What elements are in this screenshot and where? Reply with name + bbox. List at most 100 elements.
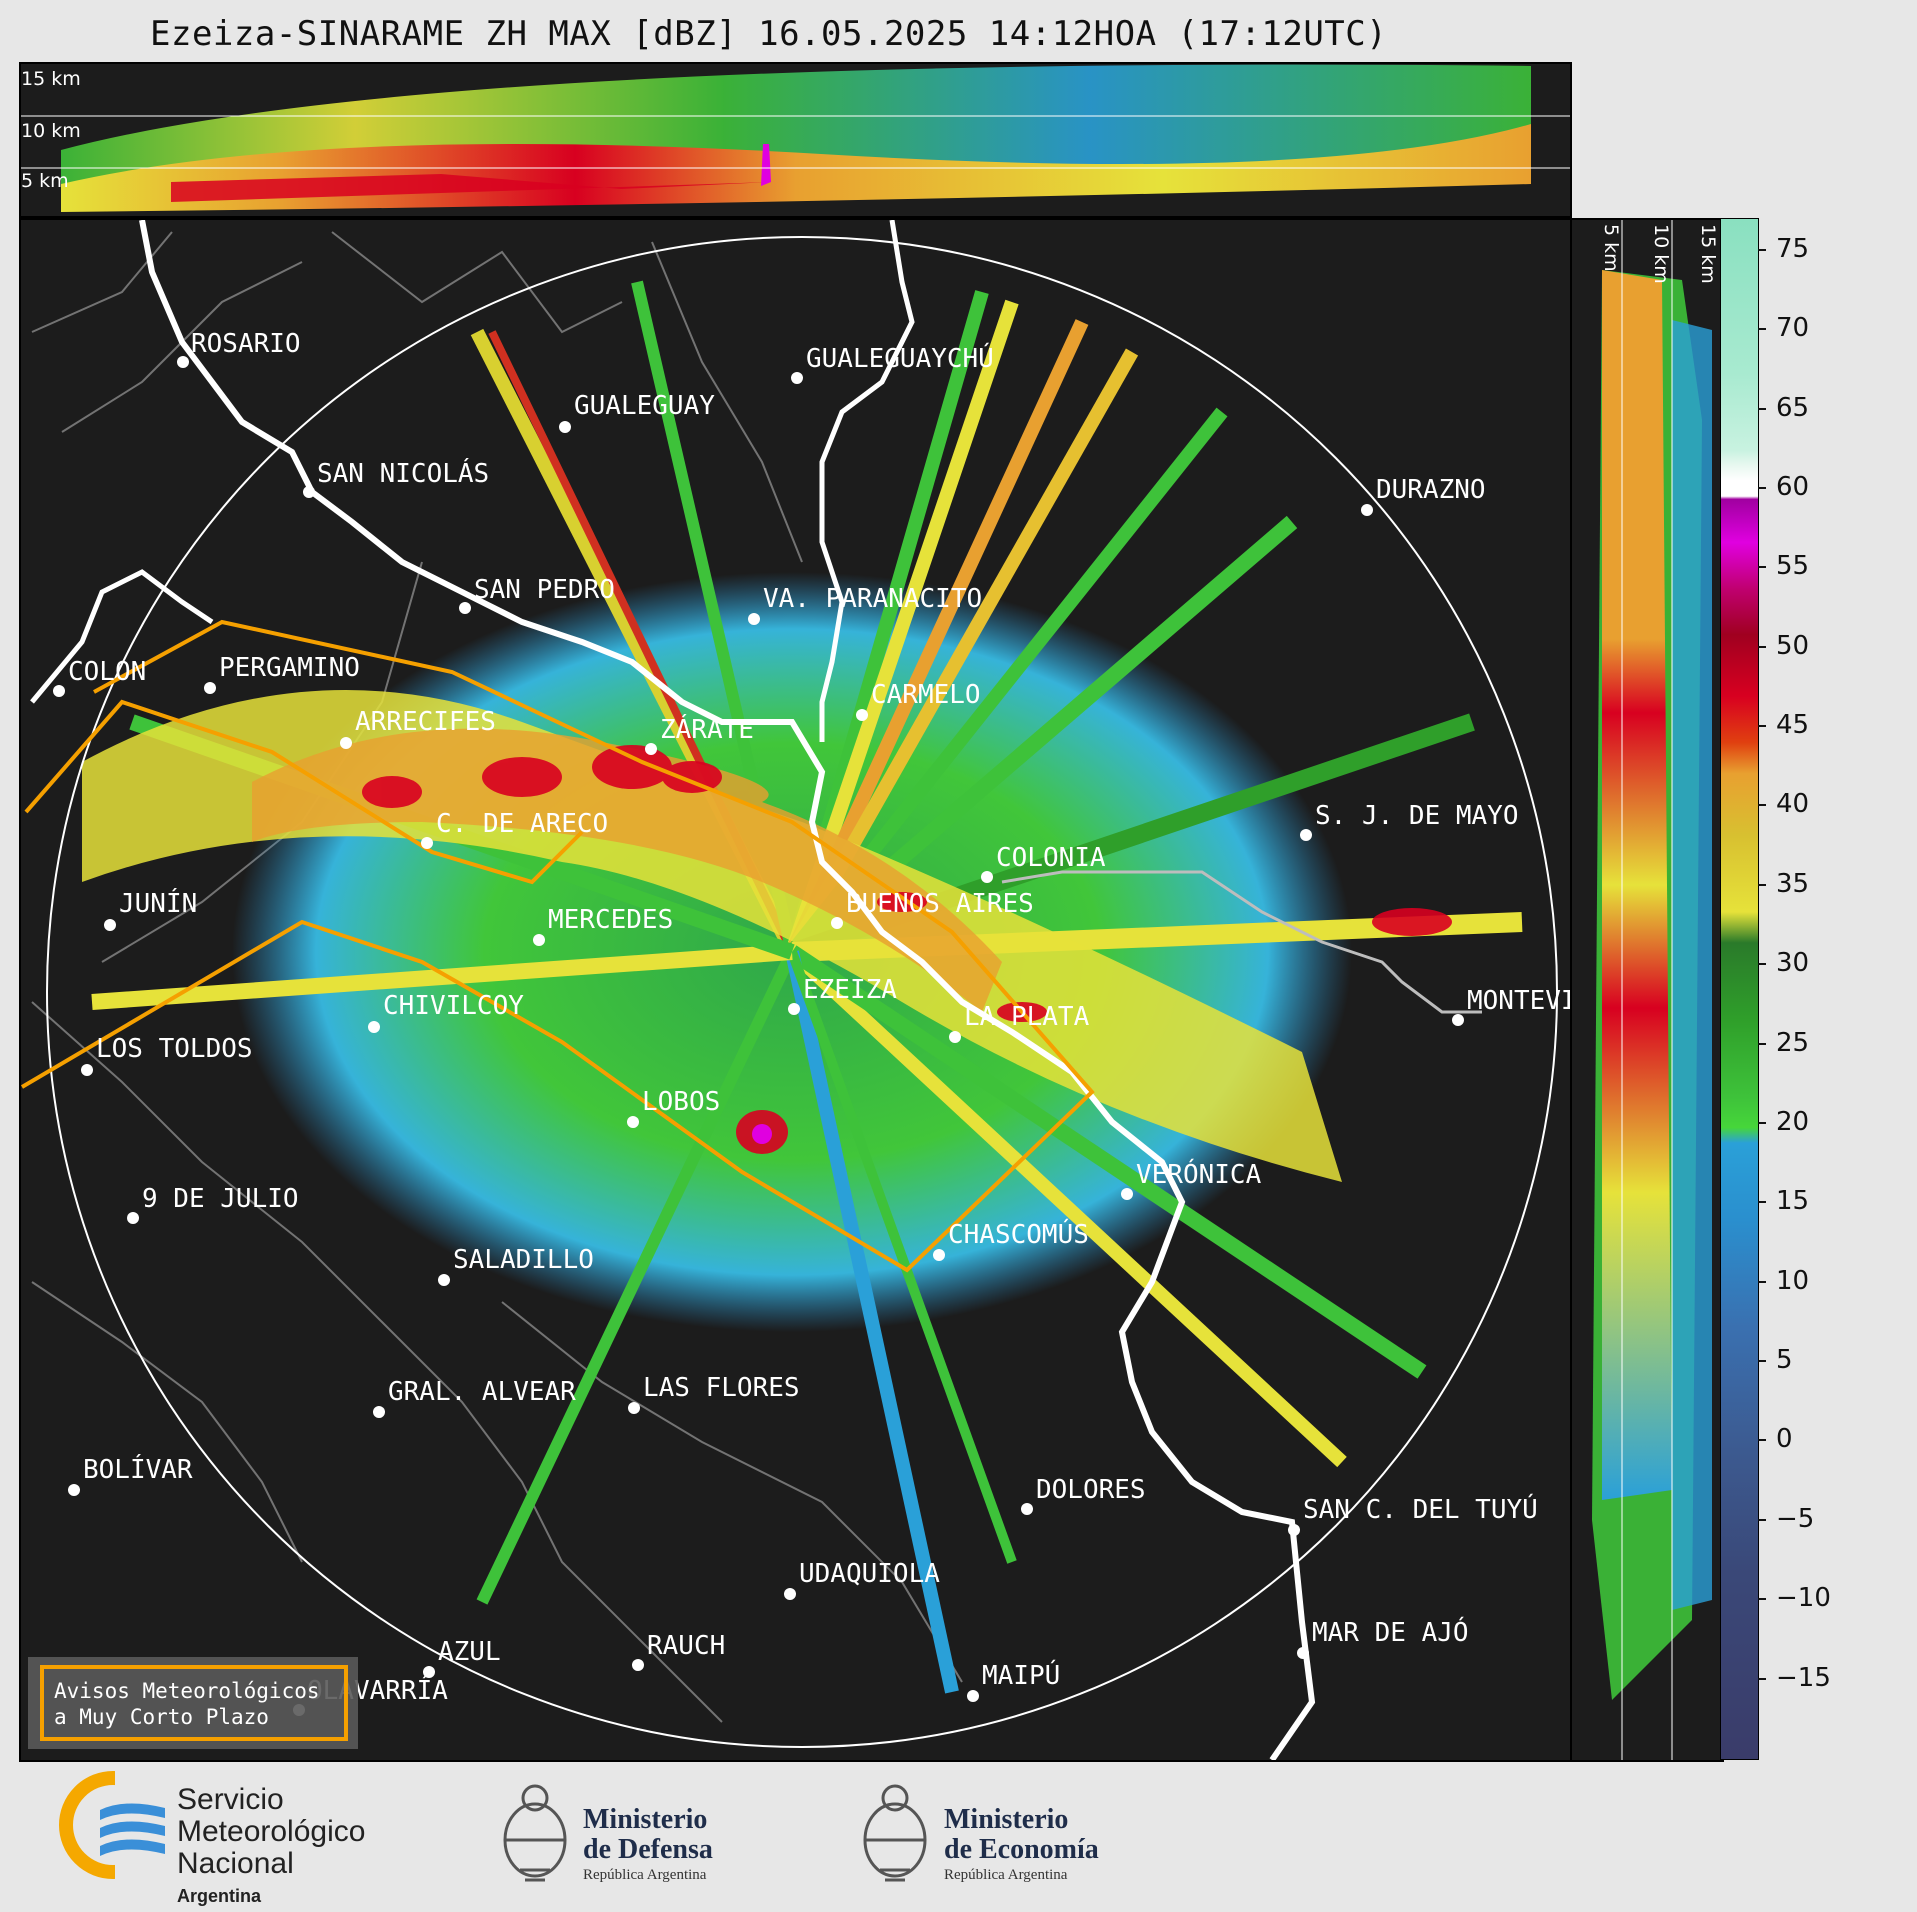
city-dot-rosario [177,356,189,368]
city-label-buenos-aires: BUENOS AIRES [846,889,1034,919]
colorbar-tick-label: 20 [1776,1106,1810,1137]
colorbar-tick-mark [1758,566,1766,569]
colorbar-tick-label: 75 [1776,233,1810,264]
city-dot-chascomus [933,1249,945,1261]
colorbar-tick-mark [1758,407,1766,410]
city-label-colon: COLON [68,657,146,687]
city-dot-rauch [632,1659,644,1671]
city-dot-colon [53,685,65,697]
city-label-pergamino: PERGAMINO [219,653,360,683]
city-label-san-c-del-tuyu: SAN C. DEL TUYÚ [1303,1493,1538,1525]
smn-logo-text: Servicio Meteorológico Nacional Argentin… [177,1783,366,1907]
city-dot-ezeiza [788,1003,800,1015]
city-label-veronica: VERÓNICA [1136,1158,1262,1190]
chart-title: Ezeiza-SINARAME ZH MAX [dBZ] 16.05.2025 … [150,14,1388,54]
city-dot-san-c-del-tuyu [1288,1524,1300,1536]
colorbar-tick-label: 25 [1776,1027,1810,1058]
city-dot-dolores [1021,1503,1033,1515]
city-label-los-toldos: LOS TOLDOS [96,1034,253,1064]
ministerio-economia-text: Ministerio de Economía República Argenti… [944,1804,1099,1884]
city-dot-veronica [1121,1188,1133,1200]
colorbar-tick-mark [1758,1121,1766,1124]
city-label-s-j-de-mayo: S. J. DE MAYO [1315,801,1519,831]
city-label-azul: AZUL [438,1637,501,1667]
city-label-colonia: COLONIA [996,843,1106,873]
parana-river-west [30,569,214,704]
city-dot-montevideo [1452,1014,1464,1026]
city-dot-gualeguay [559,421,571,433]
storm-core-magenta [752,1124,772,1144]
colorbar-tick-mark [1758,328,1766,331]
colorbar-tick-mark [1758,804,1766,807]
coat-of-arms-icon [495,1770,575,1890]
city-label-montevideo: MONTEVIDEO [1467,986,1570,1016]
colorbar-tick-mark [1758,963,1766,966]
colorbar-tick-label: 55 [1776,551,1810,582]
city-label-junin: JUNÍN [119,887,197,919]
colorbar-tick-mark [1758,1677,1766,1680]
city-label-saladillo: SALADILLO [453,1245,594,1275]
top-cross-section-panel: 15 km 10 km 5 km [19,62,1572,218]
height-label-15km: 15 km [21,68,81,90]
colorbar-tick-label: 10 [1776,1265,1810,1296]
city-dot-las-flores [628,1402,640,1414]
coat-of-arms-icon-2 [855,1770,935,1890]
height-label-5km: 5 km [21,170,69,192]
city-label-9-de-julio: 9 DE JULIO [142,1184,299,1214]
side-height-label-15km: 15 km [1697,224,1719,284]
city-label-bolivar: BOLÍVAR [83,1453,193,1485]
city-dot-colonia [981,871,993,883]
city-dot-la-plata [949,1031,961,1043]
city-label-zarate: ZÁRATE [660,713,754,745]
city-label-san-pedro: SAN PEDRO [474,575,615,605]
colorbar-tick-mark [1758,248,1766,251]
colorbar-tick-mark [1758,1280,1766,1283]
colorbar-tick-label: 60 [1776,471,1810,502]
city-dot-udaquiola [784,1588,796,1600]
colorbar-tick-mark [1758,883,1766,886]
city-dot-carmelo [856,709,868,721]
colorbar-tick-mark [1758,1201,1766,1204]
side-cross-section-image [1592,220,1712,1760]
colorbar-tick-mark [1758,486,1766,489]
radar-map: ROSARIO GUALEGUAYCHÚ GUALEGUAY SAN NICOL… [21,220,1570,1760]
colorbar-tick-mark [1758,1042,1766,1045]
colorbar-tick-mark [1758,1598,1766,1601]
city-label-gualeguaychu: GUALEGUAYCHÚ [806,342,994,374]
colorbar-tick-label: 35 [1776,868,1810,899]
city-dot-azul [423,1666,435,1678]
radar-map-panel[interactable]: ROSARIO GUALEGUAYCHÚ GUALEGUAY SAN NICOL… [19,218,1572,1762]
city-dot-mercedes [533,934,545,946]
ministerio-defensa-text: Ministerio de Defensa República Argentin… [583,1804,713,1884]
city-label-maipu: MAIPÚ [982,1659,1060,1691]
city-dot-saladillo [438,1274,450,1286]
colorbar-tick-label: 15 [1776,1186,1810,1217]
city-dot-mar-de-ajo [1297,1647,1309,1659]
city-dot-gral-alvear [373,1406,385,1418]
city-label-lobos: LOBOS [642,1087,720,1117]
colorbar-tick-label: 5 [1776,1345,1793,1376]
city-label-carmelo: CARMELO [871,680,981,710]
city-label-la-plata: LA PLATA [964,1002,1090,1032]
colorbar-tick-mark [1758,725,1766,728]
colorbar-tick-label: 50 [1776,630,1810,661]
colorbar-tick-label: −5 [1776,1503,1815,1534]
city-dot-lobos [627,1116,639,1128]
colorbar-tick-label: 45 [1776,710,1810,741]
city-label-las-flores: LAS FLORES [643,1373,800,1403]
city-dot-maipu [967,1690,979,1702]
range-ring [46,236,1558,1748]
colorbar-tick-label: 65 [1776,392,1810,423]
city-dot-c-de-areco [421,837,433,849]
city-dot-pergamino [204,682,216,694]
colorbar-tick-mark [1758,645,1766,648]
city-label-rosario: ROSARIO [191,329,301,359]
city-label-mar-de-ajo: MAR DE AJÓ [1312,1616,1469,1648]
city-dot-buenos-aires [831,917,843,929]
city-dot-gualeguaychu [791,372,803,384]
legend-line1: Avisos Meteorológicos [54,1679,320,1703]
city-dot-los-toldos [81,1064,93,1076]
city-dot-9-de-julio [127,1212,139,1224]
city-label-gral-alvear: GRAL. ALVEAR [388,1377,576,1407]
uruguay-river [819,220,915,742]
